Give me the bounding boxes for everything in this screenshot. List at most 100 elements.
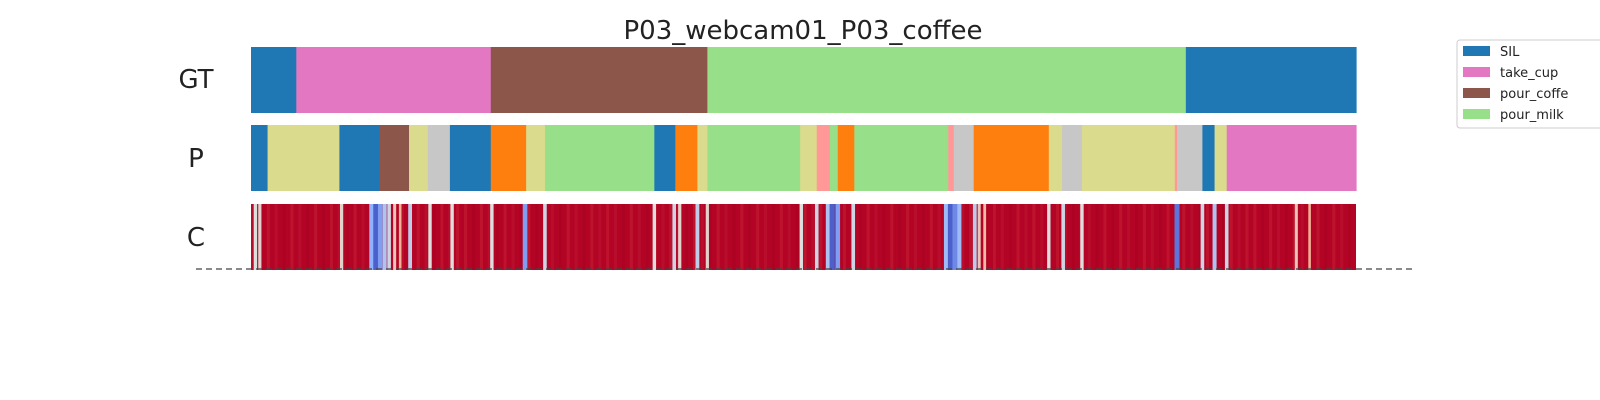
confidence-texture-25	[448, 204, 452, 270]
confidence-texture-135	[1316, 204, 1320, 270]
confidence-texture-136	[1324, 204, 1328, 270]
pred-segment-19	[948, 125, 955, 191]
confidence-mark-34	[1047, 204, 1051, 270]
confidence-texture-124	[1229, 204, 1233, 270]
confidence-texture-14	[361, 204, 365, 270]
gt-segment-3	[707, 47, 1187, 113]
confidence-mark-30	[957, 204, 962, 270]
confidence-mark-6	[382, 204, 387, 270]
confidence-texture-0	[251, 204, 254, 270]
confidence-texture-2	[266, 204, 270, 270]
confidence-texture-121	[1206, 204, 1210, 270]
confidence-texture-72	[819, 204, 823, 270]
pred-segment-12	[697, 125, 708, 191]
confidence-texture-41	[574, 204, 578, 270]
confidence-texture-129	[1269, 204, 1273, 270]
confidence-texture-110	[1119, 204, 1123, 270]
confidence-texture-137	[1332, 204, 1336, 270]
confidence-mark-23	[825, 204, 830, 270]
confidence-texture-96	[1008, 204, 1012, 270]
confidence-mark-14	[522, 204, 528, 270]
confidence-mark-8	[393, 204, 397, 270]
confidence-texture-39	[558, 204, 562, 270]
confidence-texture-29	[479, 204, 483, 270]
ground-truth-row	[251, 47, 1357, 113]
confidence-texture-68	[787, 204, 791, 270]
confidence-texture-87	[937, 204, 941, 270]
confidence-texture-81	[890, 204, 894, 270]
pred-segment-1	[267, 125, 340, 191]
pred-segment-15	[816, 125, 831, 191]
confidence-texture-43	[590, 204, 594, 270]
confidence-mark-42	[1308, 204, 1311, 270]
pred-segment-8	[526, 125, 546, 191]
confidence-mark-17	[672, 204, 677, 270]
confidence-texture-47	[621, 204, 625, 270]
confidence-texture-40	[566, 204, 570, 270]
confidence-mark-0	[253, 204, 258, 270]
confidence-texture-69	[795, 204, 799, 270]
confidence-mark-13	[490, 204, 494, 270]
confidence-texture-11	[337, 204, 341, 270]
confidence-texture-59	[716, 204, 720, 270]
confidence-texture-42	[582, 204, 586, 270]
confidence-texture-98	[1024, 204, 1028, 270]
confidence-texture-93	[985, 204, 989, 270]
confidence-texture-86	[929, 204, 933, 270]
confidence-texture-65	[764, 204, 768, 270]
legend-swatch-0	[1463, 46, 1490, 56]
legend-label-2: pour_coffe	[1500, 87, 1568, 102]
confidence-mark-40	[1224, 204, 1229, 270]
confidence-texture-130	[1277, 204, 1281, 270]
confidence-texture-34	[519, 204, 523, 270]
confidence-mark-4	[373, 204, 379, 270]
confidence-texture-6	[298, 204, 302, 270]
confidence-row	[251, 204, 1356, 270]
legend-frame	[1456, 39, 1600, 129]
confidence-texture-120	[1198, 204, 1202, 270]
confidence-texture-84	[914, 204, 917, 270]
confidence-texture-132	[1292, 204, 1296, 270]
confidence-texture-33	[511, 204, 515, 270]
confidence-mark-32	[977, 204, 981, 270]
confidence-mark-26	[851, 204, 856, 270]
confidence-texture-61	[732, 204, 736, 270]
confidence-texture-3	[274, 204, 278, 270]
confidence-texture-57	[700, 204, 704, 270]
legend-swatch-3	[1463, 109, 1490, 119]
confidence-texture-32	[503, 204, 507, 270]
confidence-texture-23	[432, 204, 436, 270]
confidence-texture-49	[637, 204, 641, 270]
confidence-mark-22	[814, 204, 819, 270]
confidence-texture-123	[1221, 204, 1225, 270]
confidence-texture-12	[345, 204, 349, 270]
pred-segment-20	[953, 125, 975, 191]
confidence-texture-21	[416, 204, 420, 270]
pred-segment-22	[1048, 125, 1063, 191]
legend-label-3: pour_milk	[1500, 108, 1564, 123]
confidence-texture-82	[898, 204, 902, 270]
pred-segment-18	[854, 125, 949, 191]
confidence-mark-19	[695, 204, 700, 270]
confidence-mark-38	[1200, 204, 1205, 270]
confidence-texture-118	[1182, 204, 1186, 270]
confidence-texture-4	[282, 204, 286, 270]
pred-segment-29	[1226, 125, 1357, 191]
confidence-mark-11	[428, 204, 432, 270]
confidence-mark-20	[705, 204, 709, 270]
pred-segment-0	[251, 125, 269, 191]
confidence-texture-90	[961, 204, 965, 270]
confidence-mark-36	[1080, 204, 1084, 270]
confidence-texture-95	[1000, 204, 1004, 270]
confidence-texture-30	[487, 204, 491, 270]
confidence-texture-58	[708, 204, 712, 270]
confidence-mark-35	[1061, 204, 1065, 270]
confidence-texture-80	[882, 204, 886, 270]
confidence-texture-38	[550, 204, 554, 270]
confidence-mark-2	[340, 204, 344, 270]
row-label-c: C	[187, 223, 205, 253]
pred-segment-2	[339, 125, 380, 191]
confidence-mark-21	[799, 204, 803, 270]
confidence-texture-97	[1016, 204, 1020, 270]
